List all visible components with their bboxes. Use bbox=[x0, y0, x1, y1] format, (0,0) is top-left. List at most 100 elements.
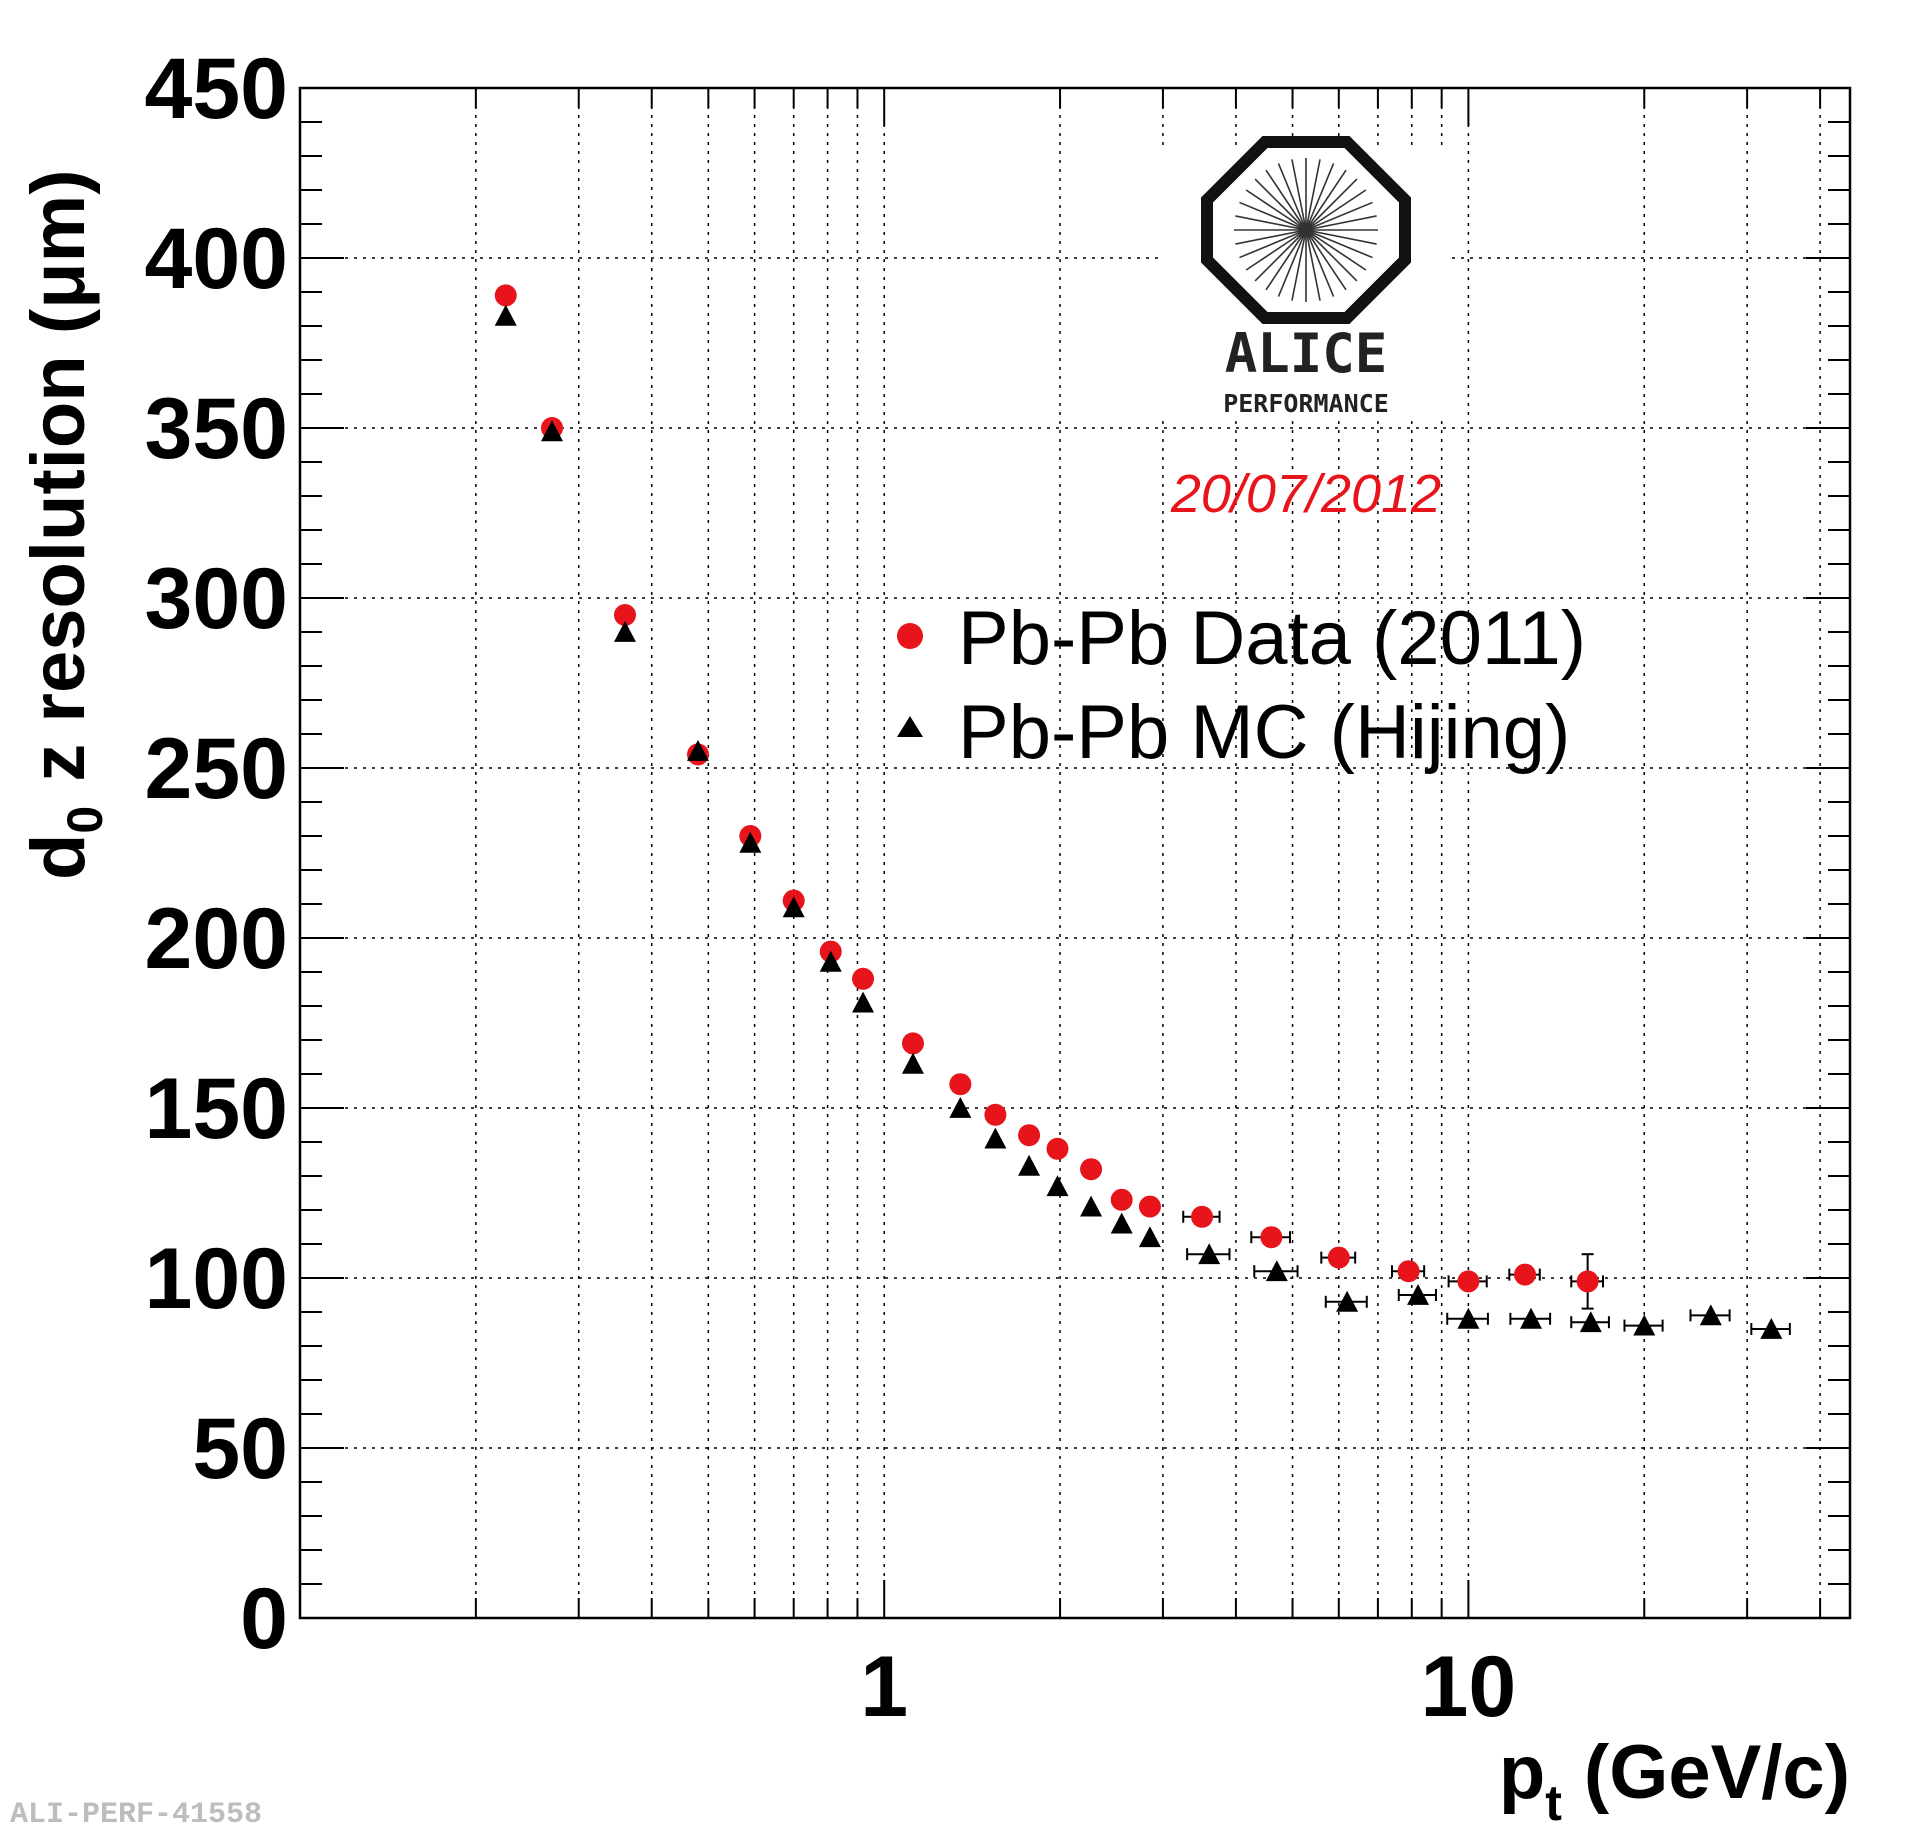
data-point bbox=[1514, 1263, 1537, 1286]
plot-frame bbox=[298, 86, 1852, 1620]
y-tick-label: 350 bbox=[145, 381, 289, 477]
legend-marker-mc bbox=[897, 716, 923, 737]
data-point bbox=[1265, 1260, 1288, 1282]
x-axis-title-unit: (GeV/c) bbox=[1584, 1730, 1850, 1815]
data-point bbox=[1327, 1246, 1350, 1269]
y-axis-title: d0 z resolution (μm) bbox=[16, 169, 113, 880]
data-series bbox=[494, 284, 1791, 1339]
series-mc bbox=[494, 304, 1791, 1339]
alice-logo: ALICE PERFORMANCE bbox=[1160, 136, 1450, 420]
data-point bbox=[819, 950, 842, 972]
logo-ray bbox=[1254, 229, 1307, 282]
data-point bbox=[1579, 1311, 1602, 1333]
data-point bbox=[1397, 1260, 1420, 1283]
y-tick-label: 300 bbox=[145, 551, 289, 647]
logo-ray bbox=[1305, 229, 1335, 297]
data-point bbox=[1018, 1154, 1041, 1176]
data-point bbox=[949, 1073, 972, 1096]
alice-starburst-icon bbox=[1234, 158, 1378, 302]
data-point bbox=[1138, 1195, 1161, 1218]
logo-ray bbox=[1235, 229, 1307, 245]
data-point bbox=[1260, 1226, 1283, 1249]
data-point bbox=[1046, 1137, 1069, 1160]
y-tick-label: 50 bbox=[192, 1401, 288, 1497]
data-point bbox=[686, 740, 709, 761]
data-point bbox=[613, 604, 636, 626]
grid bbox=[299, 88, 1850, 1618]
svg-text:pt(GeV/c): pt (GeV/c) bbox=[1499, 1730, 1850, 1831]
logo-ray bbox=[1291, 159, 1307, 231]
data-point bbox=[782, 896, 805, 918]
data-point bbox=[1198, 1243, 1221, 1265]
alice-octagon-icon bbox=[1201, 136, 1411, 324]
logo-ray bbox=[1305, 189, 1367, 231]
data-point bbox=[1407, 1284, 1430, 1305]
logo-ray bbox=[1305, 229, 1321, 301]
data-point bbox=[1110, 1212, 1133, 1234]
y-tick-labels: 0 50 100 150 200 250 300 350 400 450 bbox=[145, 41, 289, 1667]
y-axis-title-main: d bbox=[16, 834, 101, 880]
data-point bbox=[1457, 1307, 1480, 1329]
x-axis-title: pt (GeV/c) bbox=[1499, 1730, 1850, 1831]
data-point bbox=[1520, 1307, 1543, 1329]
y-tick-label: 100 bbox=[145, 1231, 289, 1327]
y-tick-label: 400 bbox=[145, 211, 289, 307]
data-point bbox=[852, 967, 875, 990]
data-point bbox=[1760, 1318, 1783, 1339]
series-data bbox=[494, 284, 1605, 1310]
y-tick-label: 0 bbox=[240, 1571, 288, 1667]
logo-ray bbox=[1305, 215, 1377, 231]
data-point bbox=[1457, 1270, 1480, 1293]
logo-ray bbox=[1305, 229, 1347, 291]
data-point bbox=[1633, 1314, 1656, 1336]
logo-ray bbox=[1305, 201, 1373, 231]
data-point bbox=[984, 1127, 1007, 1149]
data-point bbox=[1080, 1158, 1103, 1181]
legend-marker-data bbox=[897, 623, 923, 649]
y-axis-title-rest: z resolution (μm) bbox=[16, 169, 101, 781]
data-point bbox=[1138, 1226, 1161, 1248]
logo-ray bbox=[1254, 178, 1307, 231]
data-point bbox=[949, 1097, 972, 1118]
logo-ray bbox=[1305, 229, 1358, 282]
y-tick-label: 200 bbox=[145, 891, 289, 987]
data-point bbox=[1576, 1270, 1599, 1293]
y-tick-label: 250 bbox=[145, 721, 289, 817]
data-point bbox=[1046, 1175, 1069, 1197]
legend-label-data: Pb-Pb Data (2011) bbox=[958, 596, 1586, 681]
x-axis-title-sub: t bbox=[1545, 1775, 1562, 1831]
x-tick-labels: 1 10 bbox=[860, 1639, 1516, 1735]
y-axis-title-sub: 0 bbox=[57, 806, 113, 834]
logo-ray bbox=[1291, 229, 1307, 301]
legend-label-mc: Pb-Pb MC (Hijing) bbox=[958, 690, 1570, 775]
logo-ray bbox=[1305, 229, 1367, 271]
logo-ray bbox=[1245, 229, 1307, 271]
x-axis-title-main: p bbox=[1499, 1730, 1545, 1815]
logo-subtitle: PERFORMANCE bbox=[1223, 389, 1389, 418]
data-point bbox=[984, 1103, 1007, 1126]
logo-ray bbox=[1305, 178, 1358, 231]
data-point bbox=[1080, 1195, 1103, 1217]
x-tick-label: 1 bbox=[860, 1639, 908, 1735]
axis-ticks bbox=[299, 87, 1850, 1619]
data-point bbox=[901, 1032, 924, 1055]
logo-ray bbox=[1305, 229, 1377, 245]
data-point bbox=[541, 420, 564, 442]
svg-text:d0z resolution (μm): d0 z resolution (μm) bbox=[16, 169, 113, 880]
data-point bbox=[494, 284, 517, 307]
logo-ray bbox=[1265, 169, 1307, 231]
logo-ray bbox=[1305, 163, 1335, 231]
logo-ray bbox=[1305, 159, 1321, 231]
legend: Pb-Pb Data (2011) Pb-Pb MC (Hijing) bbox=[897, 596, 1586, 775]
data-point bbox=[1110, 1188, 1133, 1211]
data-point bbox=[494, 304, 517, 326]
watermark: ALI-PERF-41558 bbox=[10, 1798, 262, 1832]
logo-date: 20/07/2012 bbox=[1170, 464, 1441, 524]
logo-ray bbox=[1245, 189, 1307, 231]
logo-ray bbox=[1305, 229, 1373, 259]
y-tick-label: 450 bbox=[145, 41, 289, 137]
logo-ray bbox=[1277, 163, 1307, 231]
data-point bbox=[613, 621, 636, 642]
logo-ray bbox=[1239, 229, 1307, 259]
